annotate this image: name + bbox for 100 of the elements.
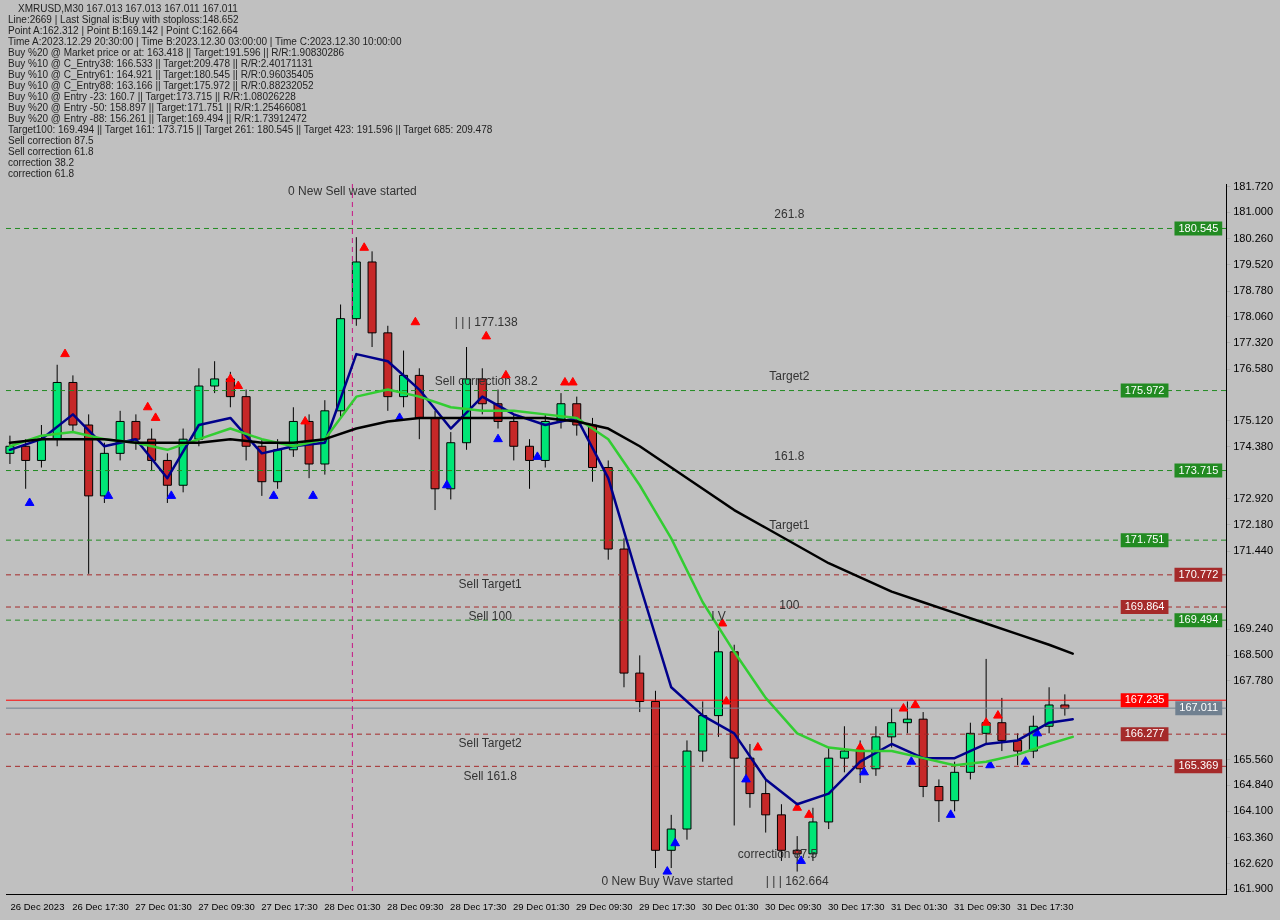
- point: [442, 479, 452, 489]
- y-tick-label: 178.060: [1233, 309, 1273, 322]
- y-tick-label: 165.560: [1233, 752, 1273, 765]
- point: [945, 809, 956, 818]
- point: [752, 742, 763, 751]
- y-tick-label: 177.320: [1233, 335, 1273, 348]
- text: correction 38.2: [8, 157, 76, 168]
- y-tick-label: 171.440: [1233, 544, 1273, 557]
- y-tick-label: 161.900: [1233, 882, 1273, 895]
- x-tick-label: 26 Dec 2023: [10, 900, 65, 912]
- x-tick-label: 31 Dec 09:30: [953, 900, 1011, 912]
- point: [300, 415, 310, 425]
- annotation: 161.8: [774, 448, 805, 463]
- ref-line-label: 175.972: [1124, 383, 1165, 396]
- y-tick-label: 167.780: [1233, 673, 1273, 686]
- ref-line-label: 166.277: [1124, 727, 1165, 740]
- point: [910, 699, 921, 708]
- y-tick-label: 176.580: [1233, 362, 1273, 375]
- point: [268, 490, 279, 499]
- x-tick-label: 27 Dec 09:30: [198, 900, 255, 912]
- point: [142, 401, 153, 411]
- y-tick-label: 168.500: [1233, 648, 1273, 661]
- text: Point A:162.312 | Point B:169.142 | Point C:162.664: [8, 25, 238, 36]
- text: Line:2669 | Last Signal is:Buy with stoploss:148.652: [8, 14, 240, 25]
- annotation: Sell 100: [468, 609, 513, 624]
- point: [150, 412, 161, 421]
- annotation: Target2: [769, 368, 810, 383]
- x-tick-label: 28 Dec 17:30: [450, 900, 507, 912]
- y-tick-label: 169.240: [1233, 622, 1273, 635]
- text: Sell correction 87.5: [8, 135, 95, 146]
- x-tick-label: 31 Dec 17:30: [1016, 900, 1074, 912]
- text: correction 61.8: [8, 168, 76, 179]
- point: [308, 490, 318, 499]
- annotation: 0 New Sell wave started: [288, 183, 417, 198]
- y-tick-label: 164.840: [1233, 778, 1273, 791]
- point: [670, 837, 680, 847]
- point: [721, 695, 732, 705]
- text: Buy %10 @ C_Entry88: 163.166 || Target:175.972 || R/R:0.88232052: [8, 80, 315, 91]
- point: [1020, 756, 1031, 765]
- ref-line-label: 173.715: [1178, 463, 1219, 476]
- annotation: Sell Target1: [458, 577, 523, 592]
- y-tick-label: 175.120: [1233, 413, 1273, 426]
- point: [24, 497, 35, 506]
- y-tick-label: 174.380: [1233, 440, 1273, 453]
- ref-line-label: 169.494: [1178, 613, 1219, 626]
- x-tick-label: 30 Dec 09:30: [764, 900, 822, 912]
- y-tick-label: 172.920: [1233, 491, 1273, 504]
- point: [532, 451, 543, 460]
- y-tick-label: 178.780: [1233, 284, 1273, 297]
- annotation: 261.8: [774, 206, 805, 221]
- point: [662, 866, 673, 875]
- x-tick-label: 30 Dec 01:30: [702, 900, 759, 912]
- x-tick-label: 29 Dec 01:30: [513, 900, 570, 912]
- text: Buy %20 @ Entry -50: 158.897 || Target:171.751 || R/R:1.25466081: [8, 102, 308, 113]
- y-tick-label: 163.360: [1233, 830, 1273, 843]
- y-tick-label: 164.100: [1233, 804, 1273, 817]
- y-tick-label: 181.000: [1233, 205, 1273, 218]
- ref-line-label: 171.751: [1124, 533, 1165, 546]
- text: Buy %20 @ Entry -88: 156.261 || Target:169.494 || R/R:1.73912472: [8, 113, 307, 124]
- x-tick-label: 29 Dec 17:30: [639, 900, 696, 912]
- x-tick-label: 27 Dec 17:30: [261, 900, 318, 912]
- x-tick-label: 26 Dec 17:30: [72, 900, 129, 912]
- annotation: 100: [779, 598, 800, 613]
- x-tick-label: 31 Dec 01:30: [890, 900, 948, 912]
- ref-line-label: 169.864: [1124, 600, 1165, 613]
- ref-line-label: 165.369: [1178, 759, 1219, 772]
- ref-line-label: 180.545: [1178, 221, 1219, 234]
- point: [906, 756, 917, 765]
- point: [103, 490, 114, 499]
- text: Sell correction 61.8: [8, 146, 95, 157]
- text: Buy %10 @ C_Entry38: 166.533 || Target:209.478 || R/R:2.40171131: [8, 58, 314, 69]
- point: [166, 490, 177, 499]
- point: [981, 717, 991, 726]
- point: [567, 376, 578, 386]
- text: Target100: 169.494 || Target 161: 173.715 || Target 261: 180.545 || Target 423: 191.596 || Target 685: 209.478: [8, 124, 493, 135]
- point: [560, 376, 570, 386]
- x-tick-label: 29 Dec 09:30: [576, 900, 633, 912]
- text: Time A:2023.12.29 20:30:00 | Time B:2023.12.30 03:00:00 | Time C:2023.12.30 10:00:00: [8, 36, 403, 47]
- point: [898, 703, 909, 712]
- annotation: | | | 162.664: [765, 873, 829, 888]
- annotation: Sell 161.8: [463, 768, 518, 783]
- text: Buy %20 @ Market price or at: 163.418 || Target:191.596 || R/R:1.90830286: [8, 47, 346, 58]
- x-tick-label: 30 Dec 17:30: [827, 900, 885, 912]
- y-tick-label: 181.720: [1233, 179, 1273, 192]
- point: [410, 316, 421, 326]
- point: [493, 433, 503, 443]
- y-tick-label: 162.620: [1233, 856, 1273, 869]
- x-tick-label: 28 Dec 01:30: [324, 900, 381, 912]
- point: [855, 742, 865, 751]
- point: [233, 380, 244, 390]
- y-tick-label: 172.180: [1233, 517, 1273, 530]
- point: [60, 348, 70, 358]
- ref-line-label: 170.772: [1178, 567, 1219, 580]
- text: Buy %10 @ Entry -23: 160.7 || Target:173.715 || R/R:1.08026228: [8, 91, 296, 102]
- point: [792, 802, 803, 811]
- annotation: Sell Target2: [458, 736, 523, 751]
- point: [741, 773, 751, 783]
- text: Buy %10 @ C_Entry61: 164.921 || Target:180.545 || R/R:0.96035405: [8, 69, 315, 80]
- ref-line-label: 167.011: [1179, 701, 1219, 714]
- x-tick-label: 27 Dec 01:30: [135, 900, 192, 912]
